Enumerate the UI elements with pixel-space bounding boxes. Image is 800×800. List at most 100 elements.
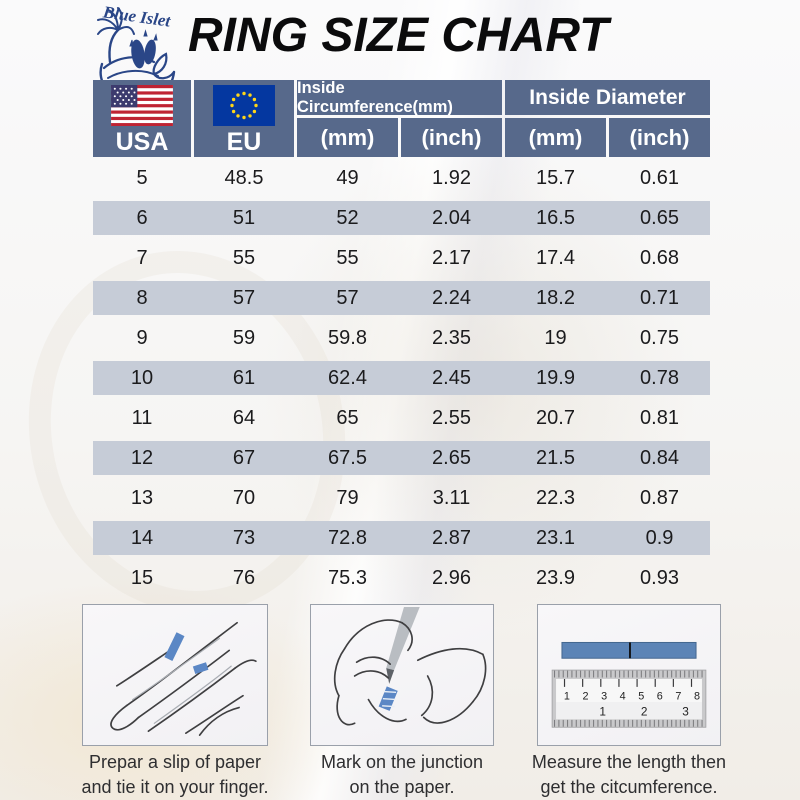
table-body: 5 48.5 49 1.92 15.7 0.61 6 51 52 2.04 16… [93,158,710,598]
cell-dia-inch: 0.9 [645,526,674,549]
cell-dia-mm: 20.7 [536,406,575,429]
cell-eu: 51 [232,206,256,229]
cell-usa: 5 [136,166,148,189]
table-row-size-13: 13 70 79 3.11 22.3 0.87 [93,478,710,518]
cell-usa: 14 [130,526,154,549]
column-header-circ-inch: (inch) [401,118,502,157]
cell-eu: 61 [232,366,256,389]
cell-dia-mm: 15.7 [536,166,575,189]
cell-eu: 59 [232,326,256,349]
cell-eu: 70 [232,486,256,509]
page-title: RING SIZE CHART [188,9,609,62]
cell-dia-inch: 0.65 [640,206,679,229]
cell-dia-inch: 0.71 [640,286,679,309]
ruler-inch-1: 1 [599,704,606,718]
cell-dia-mm: 21.5 [536,446,575,469]
cell-usa: 6 [136,206,148,229]
caption-line: get the citcumference. [540,777,718,798]
eu-label: EU [226,128,262,156]
cell-circ-inch: 2.45 [432,366,471,389]
cell-dia-mm: 19.9 [536,366,575,389]
cell-dia-mm: 16.5 [536,206,575,229]
cell-eu: 76 [232,566,256,589]
cell-circ-inch: 2.55 [432,406,471,429]
cell-circ-mm: 79 [336,486,359,509]
table-row-size-9: 9 59 59.8 2.35 19 0.75 [93,318,710,358]
eu-flag-icon [213,85,275,126]
column-header-eu: EU [194,80,294,157]
caption-line: Measure the length then [531,752,727,772]
cell-usa: 9 [136,326,148,349]
cell-circ-mm: 49 [336,166,359,189]
cell-circ-mm: 52 [336,206,359,229]
caption-measure-ruler: Measure the length then get the citcumfe… [527,750,731,800]
cell-dia-inch: 0.68 [640,246,679,269]
pen-tip [386,668,395,684]
column-group-inside-diameter: Inside Diameter [505,80,710,115]
cell-usa: 13 [130,486,154,509]
cell-dia-mm: 17.4 [536,246,575,269]
caption-line: on the paper. [349,777,455,798]
caption-mark-junction: Mark on the junction on the paper. [300,750,504,800]
table-row-size-14: 14 73 72.8 2.87 23.1 0.9 [93,518,710,558]
caption-line: Mark on the junction [320,752,484,772]
cell-dia-mm: 23.1 [536,526,575,549]
cell-circ-mm: 65 [336,406,359,429]
column-header-dia-inch: (inch) [609,118,710,157]
cell-circ-inch: 3.11 [432,486,471,509]
cell-usa: 7 [136,246,148,269]
usa-flag-icon [111,85,173,127]
cell-dia-inch: 0.78 [640,366,679,389]
ruler: 1 2 3 4 5 6 7 8 1 2 3 [551,669,707,728]
cell-usa: 8 [136,286,148,309]
cell-dia-mm: 19 [544,326,567,349]
cell-usa: 15 [130,566,154,589]
cell-dia-mm: 23.9 [536,566,575,589]
cell-eu: 55 [232,246,256,269]
ruler-inch-3: 3 [682,704,689,718]
cell-circ-mm: 59.8 [328,326,367,349]
column-header-dia-mm: (mm) [505,118,606,157]
usa-label: USA [115,128,169,157]
cell-circ-mm: 72.8 [328,526,367,549]
cell-usa: 12 [130,446,154,469]
cell-circ-mm: 67.5 [328,446,367,469]
pen-body [386,606,420,671]
cell-circ-inch: 2.24 [432,286,471,309]
ruler-cm-numbers: 1 2 3 4 5 6 7 8 [564,691,700,703]
ruler-inch-2: 2 [641,704,648,718]
cell-circ-inch: 1.92 [432,166,471,189]
cell-usa: 10 [130,366,154,389]
caption-paper-slip: Prepar a slip of paper and tie it on you… [62,750,288,800]
caption-line: Prepar a slip of paper [88,752,262,772]
cell-eu: 48.5 [224,166,264,189]
table-row-size-10: 10 61 62.4 2.45 19.9 0.78 [93,358,710,398]
cell-circ-inch: 2.17 [432,246,471,269]
cell-circ-inch: 2.87 [432,526,471,549]
paper-slip-band [378,686,398,711]
table-row-size-6: 6 51 52 2.04 16.5 0.65 [93,198,710,238]
cell-eu: 57 [232,286,256,309]
cell-circ-mm: 55 [336,246,359,269]
ruler-illustration: 1 2 3 4 5 6 7 8 1 2 3 [551,641,707,728]
cell-dia-inch: 0.93 [640,566,679,589]
cell-usa: 11 [131,406,153,429]
table-row-size-8: 8 57 57 2.24 18.2 0.71 [93,278,710,318]
cell-dia-mm: 18.2 [536,286,575,309]
cell-dia-mm: 22.3 [536,486,575,509]
cell-circ-inch: 2.65 [432,446,471,469]
column-header-usa: USA [93,80,191,157]
column-group-inside-circumference: Inside Circumference(mm) [297,79,502,116]
caption-line: and tie it on your finger. [81,777,269,798]
cell-eu: 73 [232,526,256,549]
logo-text: Blue Islet [101,2,173,31]
cell-circ-inch: 2.04 [432,206,471,229]
table-row-size-11: 11 64 65 2.55 20.7 0.81 [93,398,710,438]
figure-box-measure-ruler: 1 2 3 4 5 6 7 8 1 2 3 [537,604,721,746]
marking-pen-illustration [333,606,487,726]
cell-dia-inch: 0.75 [640,326,679,349]
paper-slip-band [164,632,209,674]
cell-dia-inch: 0.87 [640,486,679,509]
cell-eu: 67 [232,446,256,469]
ring-size-table: USA EU Inside Circumference(mm) Inside D… [93,79,710,598]
